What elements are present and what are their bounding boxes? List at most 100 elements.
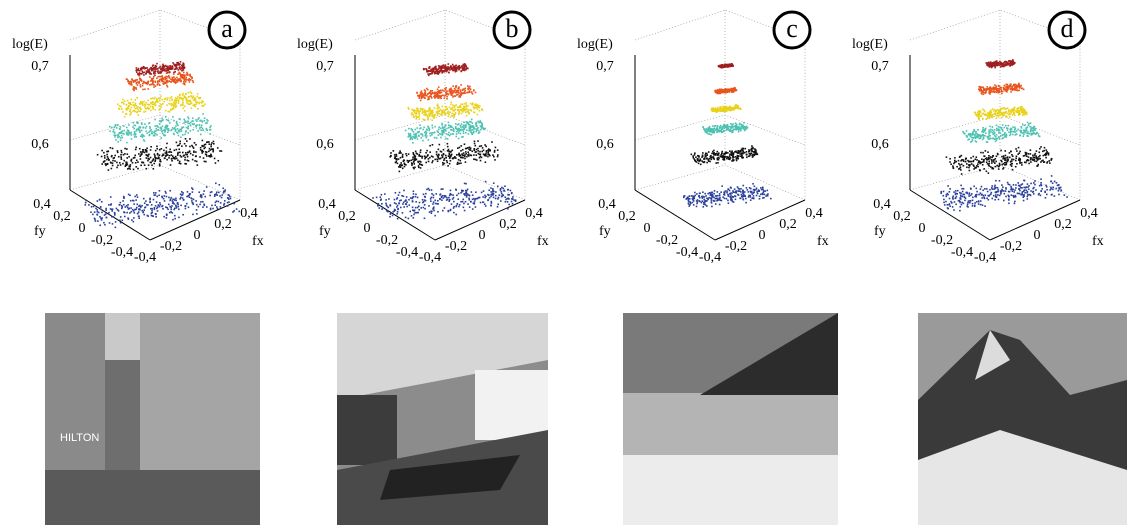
scatter-point [202,129,205,131]
scatter-point [437,96,440,98]
scatter-point [740,155,742,157]
scatter-point [156,77,158,80]
scatter-point [730,194,732,196]
scatter-point [461,154,464,156]
scatter-point [497,196,500,199]
scatter-point [154,66,157,68]
scatter-point [450,153,453,156]
scatter-point [135,135,138,138]
scatter-point [137,68,139,71]
scatter-point [179,60,182,63]
scatter-point [461,148,464,151]
scatter-point [490,195,492,198]
scatter-point [484,127,486,130]
scatter-point [426,149,428,152]
scatter-point [726,190,728,192]
scatter-point [402,201,405,204]
scatter-point [119,164,122,166]
scatter-point [726,124,729,126]
scatter-point [184,74,186,76]
scatter-point [449,159,452,162]
scatter-point [161,155,164,157]
scatter-point [167,65,169,68]
scatter-point [135,159,138,162]
scatter-point [142,88,144,91]
scatter-point [217,159,220,162]
scatter-point [183,80,185,83]
scatter-point [129,168,131,170]
scatter-point [216,194,219,197]
scatter-point [151,100,154,103]
scatter-point [727,199,729,202]
scatter-point [216,147,219,149]
scatter-point [457,137,460,140]
scatter-point [491,192,494,195]
scatter-point [443,207,446,209]
scatter-point [151,164,153,167]
scatter-point [201,152,203,154]
scatter-point [490,193,492,196]
scatter-point [443,111,445,114]
scatter-point [492,192,495,195]
scatter-point [453,157,455,159]
scatter-point [131,208,134,211]
scatter-point [226,205,229,207]
scatter-point [698,155,700,157]
scatter-point [741,195,744,197]
scatter-point [707,192,710,195]
scatter-point [436,114,439,117]
scatter-point [433,71,436,74]
scatter-point [984,92,987,94]
scatter-point [507,208,509,210]
scatter-point [420,163,423,166]
scatter-point [439,95,441,98]
scatter-point [173,63,175,66]
scatter-point [990,64,992,67]
scatter-point [165,97,167,100]
scatter-point [1011,61,1014,64]
scatter-point [159,158,162,161]
scatter-point [412,152,415,154]
scatter-point [156,125,159,128]
scatter-point [454,113,456,116]
scatter-point [993,64,995,66]
scatter-point [430,72,433,75]
scatter-point [425,136,428,139]
scatter-point [127,133,130,135]
scatter-point [431,114,433,117]
scatter-point [714,197,717,200]
scatter-point [980,92,983,94]
scatter-point [732,152,735,154]
scatter-point [454,122,457,125]
scatter-point [150,102,153,105]
scatter-point [130,207,132,209]
scatter-point [138,205,140,208]
scatter-point [113,211,116,214]
scatter-point [126,211,128,214]
scatter-point [429,132,431,135]
scatter-point [469,102,472,105]
scatter-point [496,205,499,208]
scatter-point [701,197,704,199]
scatter-point [403,206,405,208]
scatter-point [480,125,482,128]
scatter-point [458,92,460,94]
scatter-point [725,110,728,112]
scatter-point [462,189,464,192]
scatter-point [453,105,456,107]
scatter-point [482,201,485,204]
scatter-point [456,202,459,205]
scatter-point [229,197,232,200]
scatter-point [199,149,202,151]
scatter-point [743,151,746,154]
scatter-point [721,90,724,92]
scatter-point [168,154,171,157]
scatter-point [462,198,465,201]
scatter-point [427,74,430,77]
scatter-point [459,154,461,157]
scatter-point [479,159,482,162]
scatter-point [125,204,128,207]
scatter-point [705,200,707,202]
scatter-point [163,80,165,83]
scatter-point [195,203,198,206]
